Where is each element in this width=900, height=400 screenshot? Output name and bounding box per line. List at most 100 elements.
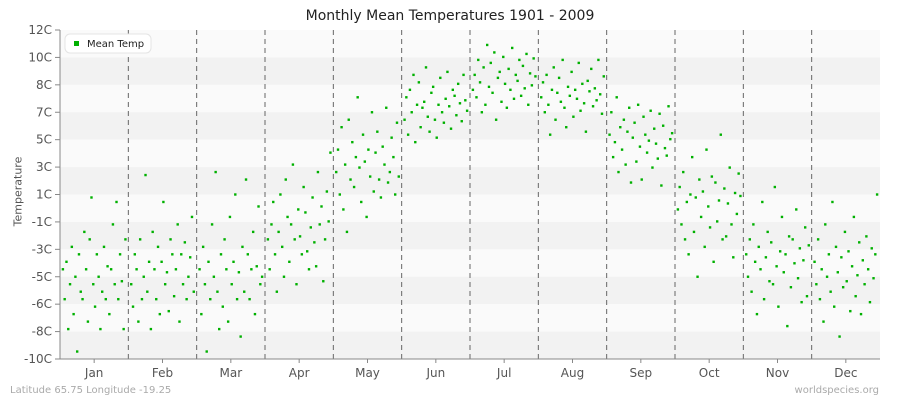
footer-location: Latitude 65.75 Longitude -19.25 — [10, 385, 172, 396]
data-point — [203, 283, 207, 286]
data-point — [313, 241, 316, 244]
data-point — [268, 268, 271, 271]
data-point — [336, 148, 340, 151]
data-point — [124, 238, 127, 241]
data-point — [423, 100, 426, 103]
data-point — [800, 300, 803, 304]
data-point — [554, 118, 557, 121]
data-point — [115, 200, 118, 204]
data-point — [489, 61, 492, 65]
data-point — [798, 247, 802, 250]
data-point — [142, 275, 145, 278]
data-point — [732, 256, 735, 259]
data-point — [68, 283, 72, 286]
data-point — [393, 193, 397, 196]
data-point — [778, 250, 782, 253]
data-point — [579, 109, 582, 112]
data-point — [505, 106, 509, 109]
data-point — [286, 215, 289, 219]
data-point — [104, 297, 107, 301]
data-point — [431, 85, 435, 89]
data-point — [518, 58, 521, 62]
data-point — [421, 106, 424, 109]
data-point — [383, 163, 386, 166]
data-point — [320, 205, 323, 208]
data-point — [275, 290, 279, 293]
data-point — [140, 297, 144, 301]
data-point — [259, 283, 262, 286]
data-point — [273, 253, 277, 256]
data-point — [379, 196, 383, 199]
data-point — [444, 97, 447, 100]
data-point — [156, 245, 160, 249]
data-point — [721, 238, 724, 241]
data-point — [338, 193, 342, 196]
data-point — [502, 55, 505, 59]
data-point — [250, 268, 253, 271]
data-point — [496, 76, 500, 80]
data-point — [642, 115, 645, 118]
data-point — [525, 52, 528, 56]
data-point — [626, 130, 629, 133]
data-point — [818, 297, 822, 301]
data-point — [745, 253, 748, 256]
data-point — [775, 265, 778, 268]
data-point — [845, 280, 848, 283]
data-point — [477, 58, 480, 62]
data-point — [521, 64, 525, 68]
data-point — [701, 190, 705, 193]
data-point — [232, 260, 235, 263]
data-point — [665, 154, 668, 157]
data-point — [415, 103, 419, 106]
data-point — [149, 327, 153, 331]
data-point — [590, 67, 593, 71]
data-point — [836, 271, 839, 274]
y-tick-label: -8C — [32, 325, 52, 339]
data-point — [230, 283, 233, 286]
data-point — [577, 61, 580, 65]
data-point — [787, 235, 791, 238]
y-tick-label: 1C — [36, 188, 52, 202]
data-point — [532, 57, 535, 60]
y-tick-label: -1C — [32, 215, 52, 229]
data-point — [414, 140, 417, 144]
data-point — [356, 96, 359, 99]
data-point — [647, 139, 651, 142]
data-point — [93, 305, 97, 308]
data-point — [162, 200, 165, 204]
data-point — [777, 305, 780, 308]
data-point — [815, 283, 818, 286]
data-point — [329, 151, 332, 154]
data-point — [365, 215, 368, 219]
data-point — [284, 178, 287, 181]
data-point — [442, 121, 446, 124]
data-point — [410, 111, 413, 114]
x-tick-label: Jun — [425, 366, 445, 380]
data-point — [304, 211, 307, 214]
legend-box — [64, 33, 152, 54]
data-point — [487, 85, 491, 89]
data-point — [430, 91, 433, 95]
data-point — [198, 268, 201, 271]
data-point — [388, 170, 392, 174]
data-point — [645, 151, 649, 154]
data-point — [101, 290, 104, 293]
data-point — [859, 312, 863, 316]
data-point — [617, 170, 620, 174]
data-point — [437, 103, 440, 106]
data-point — [791, 238, 794, 241]
data-point — [561, 58, 564, 62]
data-point — [514, 73, 517, 77]
data-point — [631, 136, 634, 139]
footer-source: worldspecies.org — [794, 385, 879, 396]
data-point — [676, 208, 680, 211]
data-point — [138, 238, 142, 241]
x-tick-label: Oct — [699, 366, 720, 380]
data-point — [654, 142, 658, 145]
data-point — [178, 320, 181, 323]
data-point — [439, 76, 442, 80]
data-point — [863, 283, 866, 286]
data-point — [566, 85, 570, 89]
data-point — [633, 121, 636, 124]
data-point — [435, 136, 438, 139]
